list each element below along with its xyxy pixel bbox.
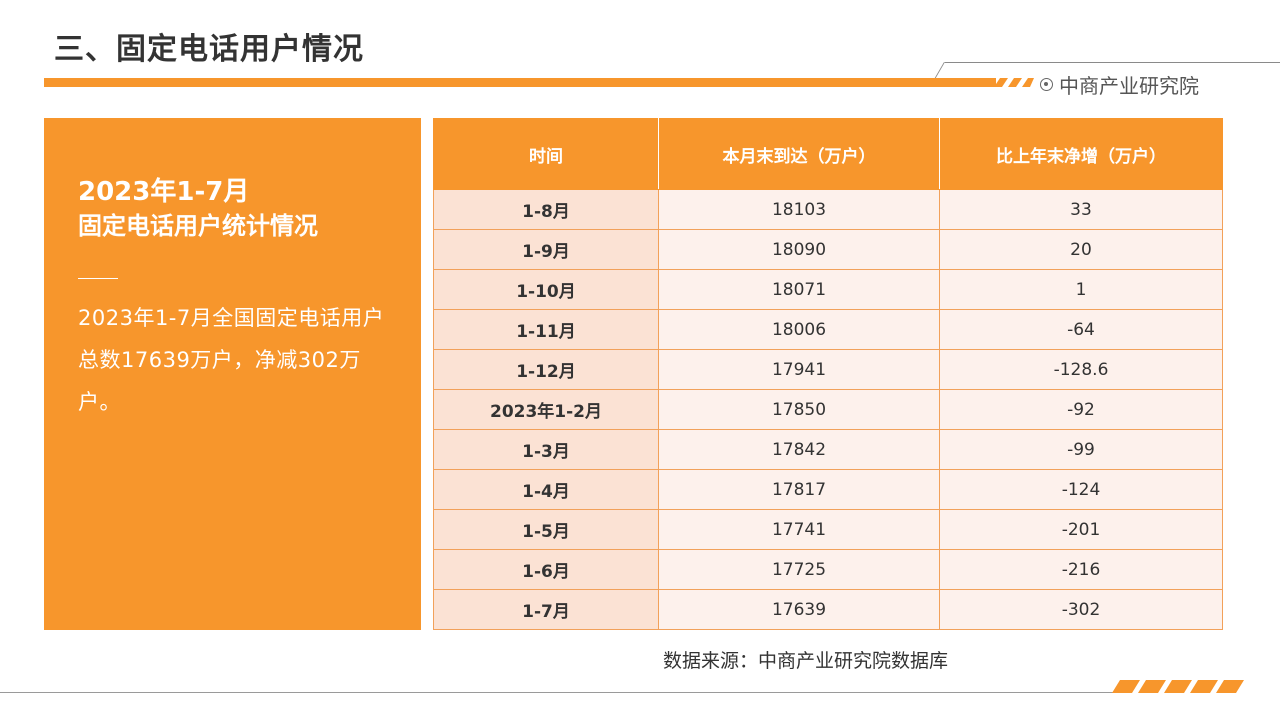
cell-month-end: 17941 (658, 349, 940, 390)
header-net-increase: 比上年末净增（万户） (939, 118, 1223, 190)
footer-stripes-decoration (1112, 680, 1244, 693)
cell-period: 1-12月 (433, 349, 659, 390)
cell-month-end: 18071 (658, 269, 940, 310)
table-row: 1-6月 17725 -216 (433, 549, 1223, 590)
cell-net-increase: -124 (939, 469, 1223, 510)
table-row: 1-8月 18103 33 (433, 189, 1223, 230)
cell-month-end: 17639 (658, 589, 940, 630)
summary-divider (78, 278, 118, 279)
footer-line (0, 692, 1122, 693)
cell-period: 1-10月 (433, 269, 659, 310)
table-row: 1-7月 17639 -302 (433, 589, 1223, 630)
cell-period: 1-8月 (433, 189, 659, 230)
cell-month-end: 18090 (658, 229, 940, 270)
table-row: 1-3月 17842 -99 (433, 429, 1223, 470)
table-row: 1-9月 18090 20 (433, 229, 1223, 270)
cell-net-increase: 1 (939, 269, 1223, 310)
cell-net-increase: 20 (939, 229, 1223, 270)
cell-month-end: 17741 (658, 509, 940, 550)
cell-net-increase: -99 (939, 429, 1223, 470)
table-header-row: 时间 本月末到达（万户） 比上年末净增（万户） (433, 118, 1223, 190)
cell-period: 1-6月 (433, 549, 659, 590)
summary-subtitle: 固定电话用户统计情况 (78, 212, 318, 240)
summary-panel: 2023年1-7月 固定电话用户统计情况 2023年1-7月全国固定电话用户总数… (44, 118, 421, 630)
cell-month-end: 17842 (658, 429, 940, 470)
cell-net-increase: -216 (939, 549, 1223, 590)
table-row: 2023年1-2月 17850 -92 (433, 389, 1223, 430)
cell-net-increase: 33 (939, 189, 1223, 230)
cell-period: 1-4月 (433, 469, 659, 510)
header-month-end: 本月末到达（万户） (658, 118, 940, 190)
cell-net-increase: -201 (939, 509, 1223, 550)
cell-period: 1-9月 (433, 229, 659, 270)
summary-description: 2023年1-7月全国固定电话用户总数17639万户，净减302万户。 (78, 306, 385, 414)
header-time: 时间 (433, 118, 659, 190)
title-accent-bar (44, 78, 996, 87)
table-row: 1-11月 18006 -64 (433, 309, 1223, 350)
cell-net-increase: -302 (939, 589, 1223, 630)
summary-year: 2023年1-7月 (78, 177, 250, 207)
cell-period: 1-3月 (433, 429, 659, 470)
cell-month-end: 17725 (658, 549, 940, 590)
cell-net-increase: -92 (939, 389, 1223, 430)
cell-net-increase: -128.6 (939, 349, 1223, 390)
cell-period: 2023年1-2月 (433, 389, 659, 430)
cell-month-end: 17850 (658, 389, 940, 430)
page-title: 三、固定电话用户情况 (54, 32, 364, 67)
cell-period: 1-7月 (433, 589, 659, 630)
statistics-table: 时间 本月末到达（万户） 比上年末净增（万户） 1-8月 18103 33 1-… (433, 118, 1223, 630)
table-row: 1-4月 17817 -124 (433, 469, 1223, 510)
logo-text: 中商产业研究院 (1059, 73, 1199, 98)
cell-month-end: 18006 (658, 309, 940, 350)
table-row: 1-12月 17941 -128.6 (433, 349, 1223, 390)
title-stripes-decoration (994, 78, 1034, 87)
cell-period: 1-11月 (433, 309, 659, 350)
brand-logo: 中商产业研究院 (1040, 70, 1199, 98)
cell-month-end: 18103 (658, 189, 940, 230)
header-thin-line (945, 62, 1280, 63)
cell-period: 1-5月 (433, 509, 659, 550)
logo-icon (1040, 77, 1053, 91)
data-source-note: 数据来源：中商产业研究院数据库 (663, 650, 949, 672)
table-row: 1-5月 17741 -201 (433, 509, 1223, 550)
table-row: 1-10月 18071 1 (433, 269, 1223, 310)
cell-month-end: 17817 (658, 469, 940, 510)
cell-net-increase: -64 (939, 309, 1223, 350)
